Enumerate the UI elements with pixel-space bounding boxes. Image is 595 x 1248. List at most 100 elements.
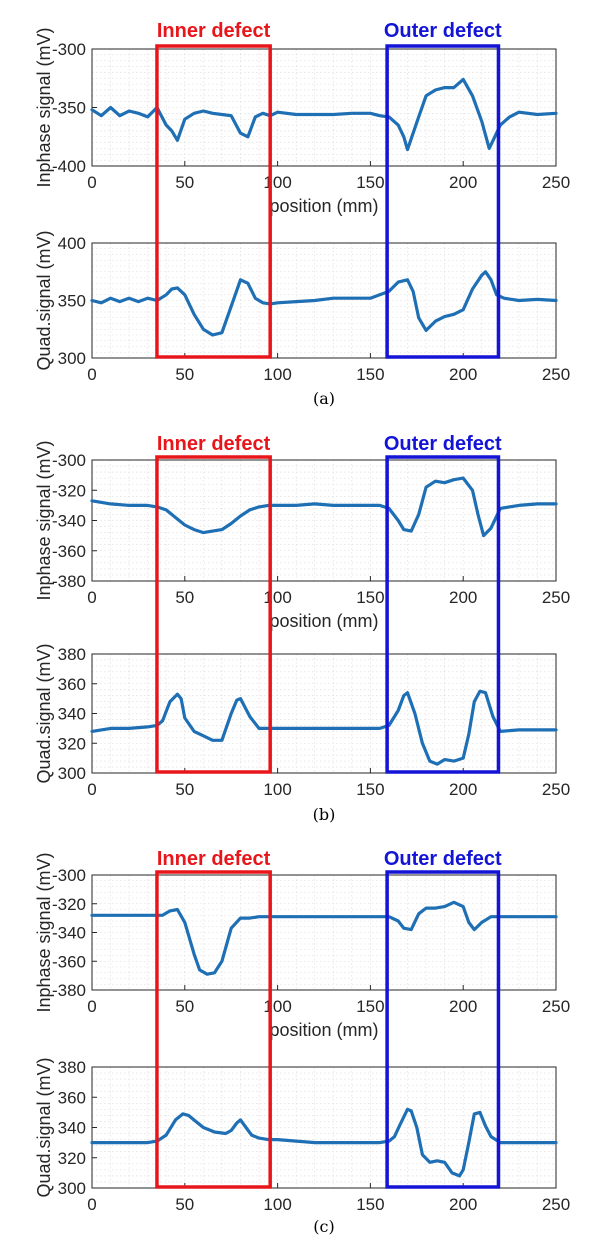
y-tick-label: 380 xyxy=(58,645,86,664)
x-tick-label: 150 xyxy=(356,780,384,799)
y-tick-label: 380 xyxy=(58,1058,86,1077)
y-tick-label: 300 xyxy=(58,349,86,368)
y-tick-label: -350 xyxy=(52,99,86,118)
panel-caption: (c) xyxy=(313,1217,334,1236)
outer-defect-box xyxy=(385,44,501,359)
outer-defect-label: Outer defect xyxy=(384,433,502,455)
series-inphase-1 xyxy=(90,476,558,538)
y-axis-label: Quad.signal (mV) xyxy=(34,643,54,783)
y-tick-label: -300 xyxy=(52,451,86,470)
series-inphase-0 xyxy=(90,77,558,152)
inner-defect-box xyxy=(155,455,272,774)
x-tick-label: 200 xyxy=(449,780,477,799)
x-tick-label: 150 xyxy=(356,588,384,607)
x-tick-label: 200 xyxy=(449,588,477,607)
signal-line xyxy=(90,476,558,538)
y-tick-label: 320 xyxy=(58,1149,86,1168)
x-tick-label: 100 xyxy=(263,588,291,607)
panel-caption: (b) xyxy=(313,805,336,824)
x-tick-label: 0 xyxy=(87,997,96,1016)
y-tick-label: 340 xyxy=(58,705,86,724)
y-tick-label: -360 xyxy=(52,952,86,971)
y-tick-label: -380 xyxy=(52,981,86,1000)
x-tick-label: 0 xyxy=(87,173,96,192)
x-tick-label: 250 xyxy=(542,780,570,799)
panel-caption: (a) xyxy=(313,389,335,408)
y-tick-label: 320 xyxy=(58,734,86,753)
x-tick-label: 150 xyxy=(356,365,384,384)
y-tick-label: 300 xyxy=(58,764,86,783)
x-tick-label: 200 xyxy=(449,1195,477,1214)
x-tick-label: 50 xyxy=(175,588,194,607)
x-tick-label: 200 xyxy=(449,173,477,192)
y-tick-label: 360 xyxy=(58,1088,86,1107)
y-axis-label: Inphase signal (mV) xyxy=(34,852,54,1012)
series-quad-2 xyxy=(90,1107,558,1178)
signal-line xyxy=(90,1107,558,1178)
inner-defect-box xyxy=(155,44,272,359)
x-tick-label: 250 xyxy=(542,1195,570,1214)
y-tick-label: -360 xyxy=(52,542,86,561)
series-quad-1 xyxy=(90,689,558,766)
y-tick-label: 300 xyxy=(58,1179,86,1198)
y-tick-label: 360 xyxy=(58,675,86,694)
x-tick-label: 0 xyxy=(87,780,96,799)
signal-line xyxy=(90,77,558,152)
x-tick-label: 50 xyxy=(175,997,194,1016)
x-tick-label: 100 xyxy=(263,1195,291,1214)
series-inphase-2 xyxy=(90,900,558,976)
y-tick-label: -320 xyxy=(52,895,86,914)
x-tick-label: 150 xyxy=(356,173,384,192)
x-tick-label: 250 xyxy=(542,588,570,607)
x-tick-label: 100 xyxy=(263,780,291,799)
outer-defect-box xyxy=(385,455,501,774)
x-tick-label: 250 xyxy=(542,173,570,192)
signal-line xyxy=(90,270,558,337)
x-tick-label: 250 xyxy=(542,997,570,1016)
x-tick-label: 50 xyxy=(175,365,194,384)
x-tick-label: 50 xyxy=(175,1195,194,1214)
y-tick-label: -380 xyxy=(52,572,86,591)
x-tick-label: 200 xyxy=(449,997,477,1016)
x-tick-label: 0 xyxy=(87,588,96,607)
y-axis-label: Inphase signal (mV) xyxy=(34,27,54,187)
x-tick-label: 150 xyxy=(356,1195,384,1214)
y-tick-label: -300 xyxy=(52,40,86,59)
inner-defect-box xyxy=(155,870,272,1189)
outer-defect-box xyxy=(385,870,501,1189)
y-axis-label: Quad.signal (mV) xyxy=(34,1057,54,1197)
series-quad-0 xyxy=(90,270,558,337)
y-axis-label: Inphase signal (mV) xyxy=(34,440,54,600)
y-tick-label: 400 xyxy=(58,234,86,253)
x-tick-label: 150 xyxy=(356,997,384,1016)
y-tick-label: -400 xyxy=(52,157,86,176)
y-tick-label: -320 xyxy=(52,481,86,500)
x-tick-label: 100 xyxy=(263,173,291,192)
y-tick-label: 350 xyxy=(58,292,86,311)
x-tick-label: 250 xyxy=(542,365,570,384)
inner-defect-label: Inner defect xyxy=(157,433,271,455)
y-axis-label: Quad.signal (mV) xyxy=(34,230,54,370)
signal-line xyxy=(90,900,558,976)
x-axis-label: position (mm) xyxy=(269,1020,378,1040)
inner-defect-label: Inner defect xyxy=(157,20,271,42)
x-tick-label: 50 xyxy=(175,173,194,192)
y-tick-label: -300 xyxy=(52,866,86,885)
x-tick-label: 100 xyxy=(263,365,291,384)
x-tick-label: 50 xyxy=(175,780,194,799)
x-tick-label: 0 xyxy=(87,365,96,384)
outer-defect-label: Outer defect xyxy=(384,20,502,42)
inner-defect-label: Inner defect xyxy=(157,848,271,870)
y-tick-label: -340 xyxy=(52,924,86,943)
x-tick-label: 100 xyxy=(263,997,291,1016)
signal-line xyxy=(90,689,558,766)
x-tick-label: 0 xyxy=(87,1195,96,1214)
x-axis-label: position (mm) xyxy=(269,196,378,216)
y-tick-label: -340 xyxy=(52,512,86,531)
